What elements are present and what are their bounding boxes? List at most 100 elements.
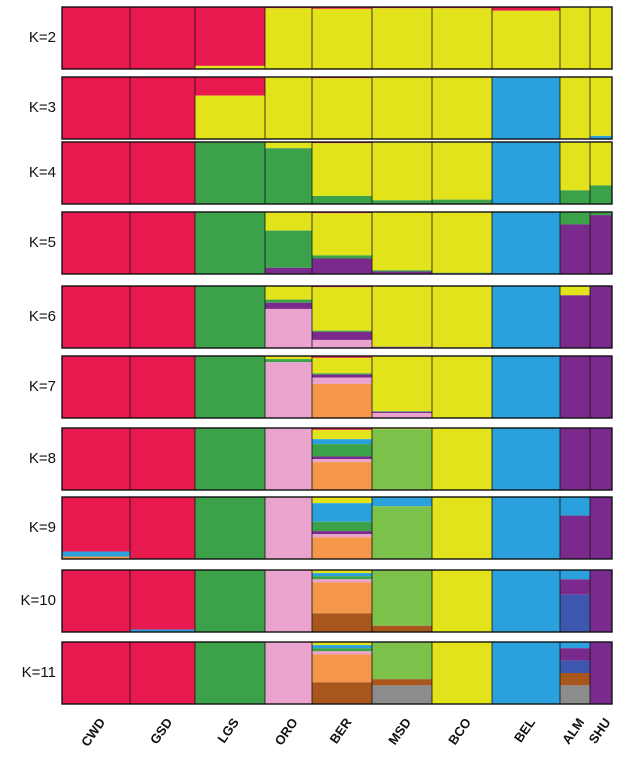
bar-shu-cluster-5 [590, 215, 612, 274]
bar-cwd-cluster-3 [62, 551, 130, 557]
bar-ber-cluster-4 [312, 330, 372, 332]
bar-ber-cluster-2 [312, 429, 372, 440]
bar-bco-cluster-2 [432, 497, 492, 559]
k-label: K=8 [28, 450, 56, 467]
bar-ber-cluster-5 [312, 258, 372, 274]
bar-msd-cluster-4 [372, 270, 432, 272]
bar-ber-cluster-4 [312, 444, 372, 457]
bar-gsd-cluster-1 [130, 356, 195, 418]
bar-ber-cluster-7 [312, 582, 372, 614]
k-label: K=10 [20, 592, 56, 609]
bar-bel-cluster-3 [492, 428, 560, 490]
bar-bco-cluster-2 [432, 77, 492, 139]
bar-bco-cluster-2 [432, 642, 492, 704]
bar-oro-cluster-2 [265, 356, 312, 360]
panel-k5 [61, 211, 613, 275]
bar-ber-cluster-3 [312, 645, 372, 649]
bar-alm-cluster-3 [560, 642, 590, 649]
bar-bel-cluster-3 [492, 356, 560, 418]
bar-oro-cluster-4 [265, 148, 312, 204]
bar-gsd-cluster-1 [130, 428, 195, 490]
bar-shu-cluster-2 [590, 142, 612, 186]
bar-oro-cluster-4 [265, 359, 312, 363]
bar-bel-cluster-3 [492, 497, 560, 559]
panel-k2 [61, 6, 613, 70]
bar-ber-cluster-7 [312, 383, 372, 418]
bar-ber-cluster-2 [312, 357, 372, 374]
bar-ber-cluster-4 [312, 521, 372, 532]
bar-oro-cluster-2 [265, 8, 312, 70]
bar-cwd-cluster-1 [62, 7, 130, 69]
bar-shu-cluster-5 [590, 286, 612, 348]
bar-oro-cluster-2 [265, 142, 312, 149]
bar-alm-cluster-9 [560, 594, 590, 632]
bar-msd-cluster-5 [372, 411, 432, 414]
bar-shu-cluster-4 [590, 185, 612, 204]
bar-alm-cluster-9 [560, 660, 590, 673]
bar-cwd-cluster-1 [62, 497, 130, 552]
panel-k3 [61, 76, 613, 140]
bar-ber-cluster-4 [312, 648, 372, 652]
panel-frame [61, 76, 613, 140]
bar-bco-cluster-2 [432, 142, 492, 200]
bar-ber-cluster-5 [312, 331, 372, 340]
bar-bco-cluster-2 [432, 570, 492, 632]
bar-ber-cluster-4 [312, 195, 372, 204]
bar-alm-cluster-5 [560, 295, 590, 348]
bar-alm-cluster-11 [560, 685, 590, 704]
bar-gsd-cluster-1 [130, 212, 195, 274]
bar-lgs-cluster-4 [195, 497, 265, 559]
bar-lgs-cluster-4 [195, 356, 265, 418]
bar-lgs-cluster-1 [195, 77, 265, 96]
bar-msd-cluster-4 [372, 411, 432, 412]
bar-alm-cluster-5 [560, 515, 590, 559]
bar-oro-cluster-6 [265, 642, 312, 704]
panel-k4 [61, 141, 613, 205]
bar-bel-cluster-3 [492, 212, 560, 274]
bar-ber-cluster-2 [312, 213, 372, 256]
bar-ber-cluster-2 [312, 497, 372, 504]
bar-msd-cluster-10 [372, 679, 432, 686]
bar-ber-cluster-2 [312, 287, 372, 331]
bar-msd-cluster-8 [372, 570, 432, 626]
bar-ber-cluster-10 [312, 613, 372, 632]
bar-ber-cluster-1 [312, 356, 372, 358]
bar-oro-cluster-2 [265, 286, 312, 300]
bar-msd-cluster-6 [372, 413, 432, 418]
bar-alm-cluster-3 [560, 497, 590, 516]
bar-alm-cluster-4 [560, 190, 590, 204]
bar-bco-cluster-2 [432, 212, 492, 273]
bar-oro-cluster-4 [265, 230, 312, 268]
bar-ber-cluster-7 [312, 537, 372, 559]
bar-cwd-cluster-1 [62, 286, 130, 348]
bar-cwd-cluster-1 [62, 212, 130, 274]
bar-ber-cluster-1 [312, 428, 372, 430]
bar-ber-cluster-5 [312, 456, 372, 459]
bar-cwd-cluster-1 [62, 428, 130, 490]
bar-lgs-cluster-2 [195, 65, 265, 69]
panel-k8 [61, 427, 613, 491]
bar-ber-cluster-2 [312, 143, 372, 196]
bar-gsd-cluster-1 [130, 142, 195, 204]
bar-alm-cluster-4 [560, 212, 590, 225]
bar-msd-cluster-8 [372, 429, 432, 490]
panel-frame [61, 211, 613, 275]
bar-shu-cluster-5 [590, 497, 612, 559]
panel-k10 [61, 569, 613, 633]
bar-bel-cluster-3 [492, 570, 560, 632]
bar-ber-cluster-6 [312, 651, 372, 655]
bar-ber-cluster-2 [312, 642, 372, 646]
bar-msd-cluster-5 [372, 271, 432, 274]
bar-ber-cluster-5 [312, 531, 372, 535]
bar-bel-cluster-3 [492, 286, 560, 348]
bar-bco-cluster-2 [432, 356, 492, 418]
bar-ber-cluster-4 [312, 255, 372, 259]
bar-ber-cluster-6 [312, 579, 372, 583]
k-label: K=5 [28, 234, 56, 251]
bar-gsd-cluster-1 [130, 7, 195, 69]
bar-bco-cluster-4 [432, 272, 492, 274]
bar-msd-cluster-5 [372, 346, 432, 348]
bar-lgs-cluster-4 [195, 428, 265, 490]
bar-msd-cluster-10 [372, 625, 432, 632]
bar-oro-cluster-6 [265, 362, 312, 418]
